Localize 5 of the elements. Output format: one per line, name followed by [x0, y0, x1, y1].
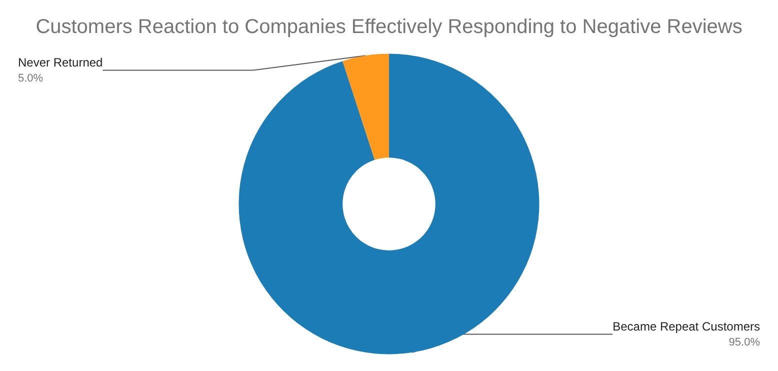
slice-label: Never Returned	[18, 56, 103, 70]
data-label: 5.0%	[18, 72, 44, 84]
chart-title: Customers Reaction to Companies Effectively Responding to Negative Reviews	[36, 16, 742, 38]
slice-label: Became Repeat Customers	[612, 320, 760, 334]
data-label: 95.0%	[728, 336, 760, 348]
